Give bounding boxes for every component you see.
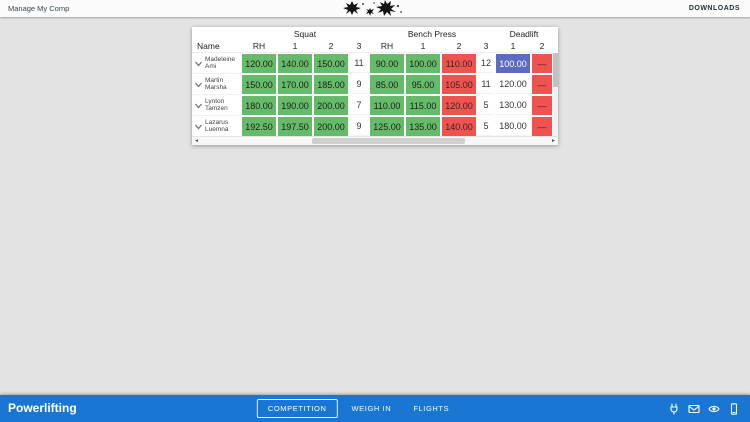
chevron-down-icon[interactable] <box>194 80 203 89</box>
scroll-left-arrow-icon[interactable]: ◄ <box>194 138 199 144</box>
attempt-cell[interactable]: 140.00 <box>442 117 476 136</box>
top-app-bar: Manage My Comp DOWNLOADS <box>0 0 750 17</box>
group-header-bench-press: Bench Press <box>407 28 457 39</box>
lifters-table-card: Squat Bench Press Deadlift Name RH 1 2 3… <box>192 27 558 145</box>
chevron-down-icon[interactable] <box>194 59 203 68</box>
column-header-squat-rh: RH <box>241 40 277 53</box>
attempt-cell[interactable]: 12 <box>478 54 494 73</box>
attempt-cell[interactable]: 95.00 <box>406 75 440 94</box>
downloads-button[interactable]: DOWNLOADS <box>689 0 740 17</box>
lifter-last-name: Luemna <box>205 126 229 133</box>
lifter-first-name: Martin <box>205 76 224 84</box>
attempt-cell[interactable]: 110.00 <box>370 96 404 115</box>
attempt-cell[interactable]: 11 <box>350 54 368 73</box>
lifter-name: Madeleine Ami <box>205 56 235 71</box>
attempt-cell[interactable]: 190.00 <box>278 96 312 115</box>
attempt-cell[interactable]: 120.00 <box>496 75 530 94</box>
group-header-deadlift: Deadlift <box>509 28 539 39</box>
vertical-scrollbar[interactable] <box>553 53 558 137</box>
column-header-deadlift-2: 2 <box>531 40 553 53</box>
lifters-table: Squat Bench Press Deadlift Name RH 1 2 3… <box>192 27 553 137</box>
lifter-first-name: Lynton <box>205 97 225 105</box>
column-header-squat-2: 2 <box>313 40 349 53</box>
attempt-cell[interactable]: 140.00 <box>278 54 312 73</box>
horizontal-scrollbar-track[interactable] <box>201 137 549 145</box>
lifter-first-name: Madeleine <box>205 55 235 63</box>
app-brand: Powerlifting <box>8 401 77 415</box>
attempt-cell[interactable]: 85.00 <box>370 75 404 94</box>
attempt-cell[interactable]: 9 <box>350 117 368 136</box>
plug-icon[interactable] <box>668 402 680 415</box>
attempt-cell[interactable]: 11 <box>478 75 494 94</box>
nav-competition-button[interactable]: COMPETITION <box>256 399 338 418</box>
lifter-row-expander[interactable]: Lynton Tamzen <box>192 95 241 116</box>
chevron-down-icon[interactable] <box>194 101 203 110</box>
column-header-name: Name <box>192 40 241 53</box>
lifter-name: Lazarus Luemna <box>205 119 229 134</box>
attempt-cell[interactable]: 100.00 <box>406 54 440 73</box>
attempt-cell[interactable]: 170.00 <box>278 75 312 94</box>
footer-icon-group <box>668 395 740 422</box>
lifter-row-expander[interactable]: Martin Marsha <box>192 74 241 95</box>
attempt-cell[interactable]: 200.00 <box>314 117 348 136</box>
attempt-cell[interactable]: 150.00 <box>242 75 276 94</box>
attempt-cell[interactable]: — <box>532 117 552 136</box>
attempt-cell[interactable]: 120.00 <box>442 96 476 115</box>
attempt-cell[interactable]: 200.00 <box>314 96 348 115</box>
lifter-row-expander[interactable]: Lazarus Luemna <box>192 116 241 137</box>
attempt-cell[interactable]: 90.00 <box>370 54 404 73</box>
attempt-cell[interactable]: 9 <box>350 75 368 94</box>
attempt-cell[interactable]: 197.50 <box>278 117 312 136</box>
attempt-cell-selected[interactable]: 100.00 <box>496 54 530 73</box>
column-header-bench-1: 1 <box>405 40 441 53</box>
lifter-first-name: Lazarus <box>205 118 229 126</box>
attempt-cell[interactable]: — <box>532 96 552 115</box>
column-header-bench-rh: RH <box>369 40 405 53</box>
attempt-cell[interactable]: 5 <box>478 96 494 115</box>
column-header-squat-3: 3 <box>349 40 369 53</box>
attempt-cell[interactable]: 7 <box>350 96 368 115</box>
lifter-last-name: Tamzen <box>205 105 228 112</box>
attempt-cell[interactable]: 180.00 <box>242 96 276 115</box>
lifter-last-name: Marsha <box>205 84 227 91</box>
group-header-spacer <box>192 27 241 40</box>
attempt-cell[interactable]: 5 <box>478 117 494 136</box>
lifter-name: Lynton Tamzen <box>205 98 228 113</box>
eye-icon[interactable] <box>708 403 720 415</box>
horizontal-scrollbar-thumb[interactable] <box>312 138 466 144</box>
attempt-cell[interactable]: 130.00 <box>496 96 530 115</box>
attempt-cell[interactable]: 125.00 <box>370 117 404 136</box>
bottom-nav: COMPETITION WEIGH IN FLIGHTS <box>256 395 457 422</box>
splatter-logo <box>343 0 402 16</box>
column-header-bench-2: 2 <box>441 40 477 53</box>
attempt-cell[interactable]: 115.00 <box>406 96 440 115</box>
attempt-cell[interactable]: 135.00 <box>406 117 440 136</box>
scroll-right-arrow-icon[interactable]: ► <box>551 138 556 144</box>
attempt-cell[interactable]: 192.50 <box>242 117 276 136</box>
vertical-scrollbar-thumb[interactable] <box>553 53 558 87</box>
bottom-app-bar: Powerlifting COMPETITION WEIGH IN FLIGHT… <box>0 395 750 422</box>
nav-weigh-in-button[interactable]: WEIGH IN <box>344 400 400 417</box>
phone-icon[interactable] <box>728 402 740 415</box>
attempt-cell[interactable]: 185.00 <box>314 75 348 94</box>
column-header-bench-3: 3 <box>477 40 495 53</box>
attempt-cell[interactable]: 150.00 <box>314 54 348 73</box>
column-header-squat-1: 1 <box>277 40 313 53</box>
attempt-cell[interactable]: — <box>532 54 552 73</box>
attempt-cell[interactable]: — <box>532 75 552 94</box>
lifter-name: Martin Marsha <box>205 77 227 92</box>
attempt-cell[interactable]: 110.00 <box>442 54 476 73</box>
lifter-row-expander[interactable]: Madeleine Ami <box>192 53 241 74</box>
nav-flights-button[interactable]: FLIGHTS <box>405 400 457 417</box>
page-title: Manage My Comp <box>8 4 70 13</box>
column-header-deadlift-1: 1 <box>495 40 531 53</box>
horizontal-scrollbar[interactable]: ◄ ► <box>192 136 558 145</box>
group-header-squat: Squat <box>293 28 317 39</box>
attempt-cell[interactable]: 120.00 <box>242 54 276 73</box>
lifter-last-name: Ami <box>205 63 217 70</box>
chevron-down-icon[interactable] <box>194 122 203 131</box>
mail-icon[interactable] <box>688 403 700 415</box>
attempt-cell[interactable]: 105.00 <box>442 75 476 94</box>
attempt-cell[interactable]: 180.00 <box>496 117 530 136</box>
